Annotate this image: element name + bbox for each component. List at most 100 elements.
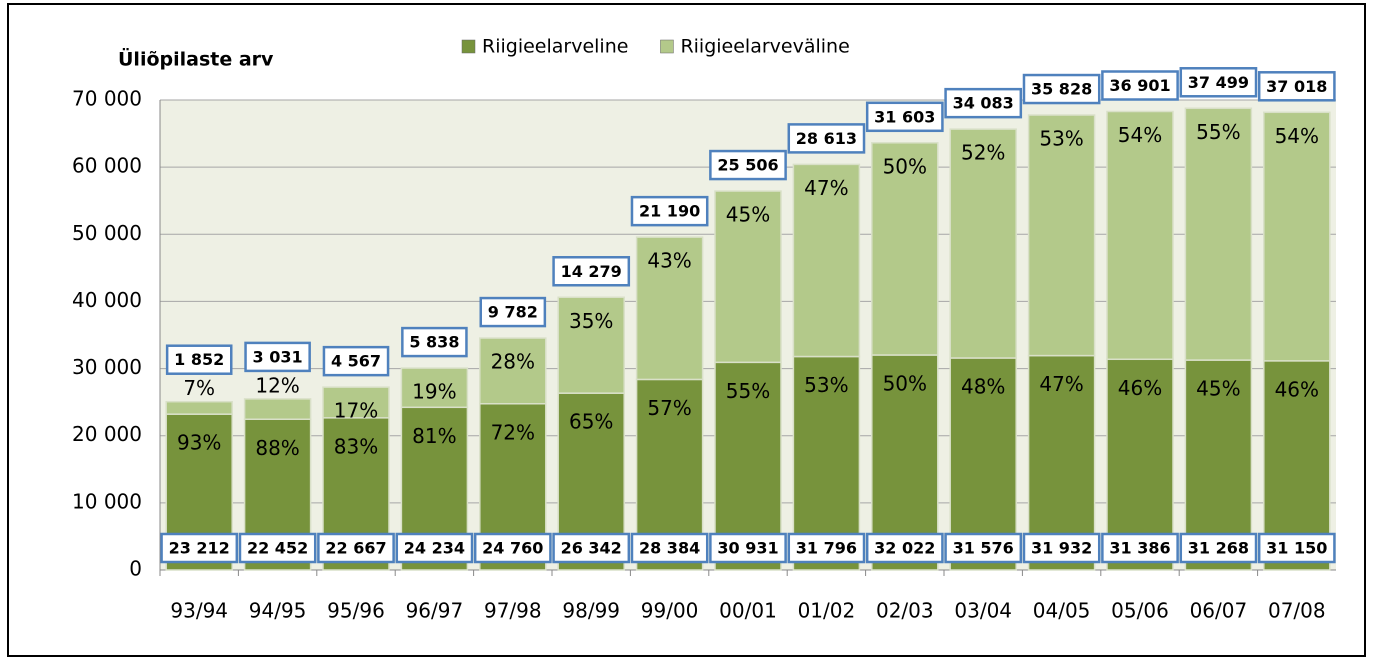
bar-segment xyxy=(792,163,861,358)
bar-segment xyxy=(949,128,1017,359)
bar-segment xyxy=(1184,107,1253,361)
value-label-box xyxy=(1179,532,1258,564)
x-tick-label: 97/98 xyxy=(484,599,542,623)
value-label-box xyxy=(479,296,547,328)
share-label: 55% xyxy=(1196,120,1240,144)
share-label: 45% xyxy=(726,203,770,227)
share-label: 88% xyxy=(255,436,299,460)
value-label: 31 150 xyxy=(1266,539,1327,558)
bar-segment xyxy=(635,236,704,381)
y-tick-label: 60 000 xyxy=(72,154,142,178)
x-tick-label: 94/95 xyxy=(249,599,307,623)
x-tick-label: 02/03 xyxy=(876,599,934,623)
share-label: 35% xyxy=(569,309,613,333)
value-label-box xyxy=(944,532,1023,564)
share-label: 65% xyxy=(569,410,613,434)
x-tick-label: 05/06 xyxy=(1111,599,1169,623)
value-label: 32 022 xyxy=(874,539,935,558)
bar-segment xyxy=(557,296,625,394)
value-label: 9 782 xyxy=(488,303,538,322)
bar-segment xyxy=(1027,114,1096,357)
value-label-box xyxy=(1101,532,1179,564)
value-label-box xyxy=(865,532,944,564)
value-label: 31 268 xyxy=(1188,539,1249,558)
value-label-box xyxy=(630,195,709,227)
y-axis-title: Üliõpilaste arv xyxy=(118,47,274,71)
value-label: 4 567 xyxy=(331,352,381,371)
y-tick-label: 40 000 xyxy=(72,288,142,312)
value-label-box xyxy=(160,532,239,564)
value-label-box xyxy=(317,532,395,564)
y-tick-label: 50 000 xyxy=(72,221,142,245)
share-label: 46% xyxy=(1118,376,1162,400)
value-label-box xyxy=(1022,532,1101,564)
value-label-box xyxy=(630,532,709,564)
share-label: 45% xyxy=(1196,377,1240,401)
bar-segment xyxy=(714,190,782,364)
bar-segment xyxy=(243,398,312,421)
value-label: 22 667 xyxy=(325,539,386,558)
value-label: 31 386 xyxy=(1109,539,1170,558)
bar-segment xyxy=(165,400,233,415)
value-label-box xyxy=(473,532,552,564)
x-tick-label: 93/94 xyxy=(170,599,228,623)
x-tick-label: 04/05 xyxy=(1033,599,1091,623)
value-label-box xyxy=(322,345,390,377)
share-label: 53% xyxy=(1039,127,1083,151)
value-label: 31 796 xyxy=(796,539,857,558)
share-label: 52% xyxy=(961,141,1005,165)
y-tick-label: 30 000 xyxy=(72,355,142,379)
value-label: 23 212 xyxy=(169,539,230,558)
value-label-box xyxy=(944,87,1023,119)
x-tick-label: 03/04 xyxy=(954,599,1012,623)
value-label: 25 506 xyxy=(717,156,778,175)
value-label-box xyxy=(1257,532,1336,564)
share-label: 57% xyxy=(647,396,691,420)
value-label: 28 384 xyxy=(639,539,700,558)
value-label: 14 279 xyxy=(561,262,622,281)
value-label: 26 342 xyxy=(561,539,622,558)
value-label-box xyxy=(1257,71,1336,102)
bar-segment xyxy=(1263,111,1331,362)
share-label: 19% xyxy=(412,380,456,404)
value-label-box xyxy=(787,532,866,564)
value-label-box xyxy=(165,344,233,375)
share-label: 50% xyxy=(883,154,927,178)
value-label: 31 932 xyxy=(1031,539,1092,558)
x-tick-label: 06/07 xyxy=(1190,599,1248,623)
value-label: 36 901 xyxy=(1109,76,1170,95)
share-label: 48% xyxy=(961,374,1005,398)
share-label: 55% xyxy=(726,379,770,403)
share-label: 28% xyxy=(491,350,535,374)
y-tick-label: 20 000 xyxy=(72,422,142,446)
value-label-box xyxy=(552,256,631,287)
value-label-box xyxy=(709,149,787,181)
share-label: 81% xyxy=(412,424,456,448)
value-label: 1 852 xyxy=(174,350,224,369)
value-label-box xyxy=(1022,73,1101,105)
value-label: 24 760 xyxy=(482,539,543,558)
bar-segment xyxy=(322,386,390,419)
bar-segment xyxy=(1106,110,1174,361)
legend-label: Riigieelarveline xyxy=(482,36,628,58)
value-label: 24 234 xyxy=(404,539,465,558)
share-label: 93% xyxy=(177,431,221,455)
share-label: 54% xyxy=(1118,123,1162,147)
value-label: 5 838 xyxy=(409,333,459,352)
share-label: 72% xyxy=(491,420,535,444)
share-label: 12% xyxy=(255,373,299,397)
x-tick-label: 95/96 xyxy=(327,599,385,623)
share-label: 47% xyxy=(804,176,848,200)
value-label-box xyxy=(1179,67,1258,98)
legend-swatch xyxy=(461,39,476,54)
value-label-box xyxy=(1101,70,1179,101)
share-label: 47% xyxy=(1039,372,1083,396)
value-label-box xyxy=(865,101,944,133)
x-tick-label: 99/00 xyxy=(641,599,699,623)
value-label-box xyxy=(238,532,317,564)
value-label: 30 931 xyxy=(717,539,778,558)
value-label: 3 031 xyxy=(253,347,303,366)
share-label: 43% xyxy=(647,249,691,273)
x-tick-label: 07/08 xyxy=(1268,599,1326,623)
